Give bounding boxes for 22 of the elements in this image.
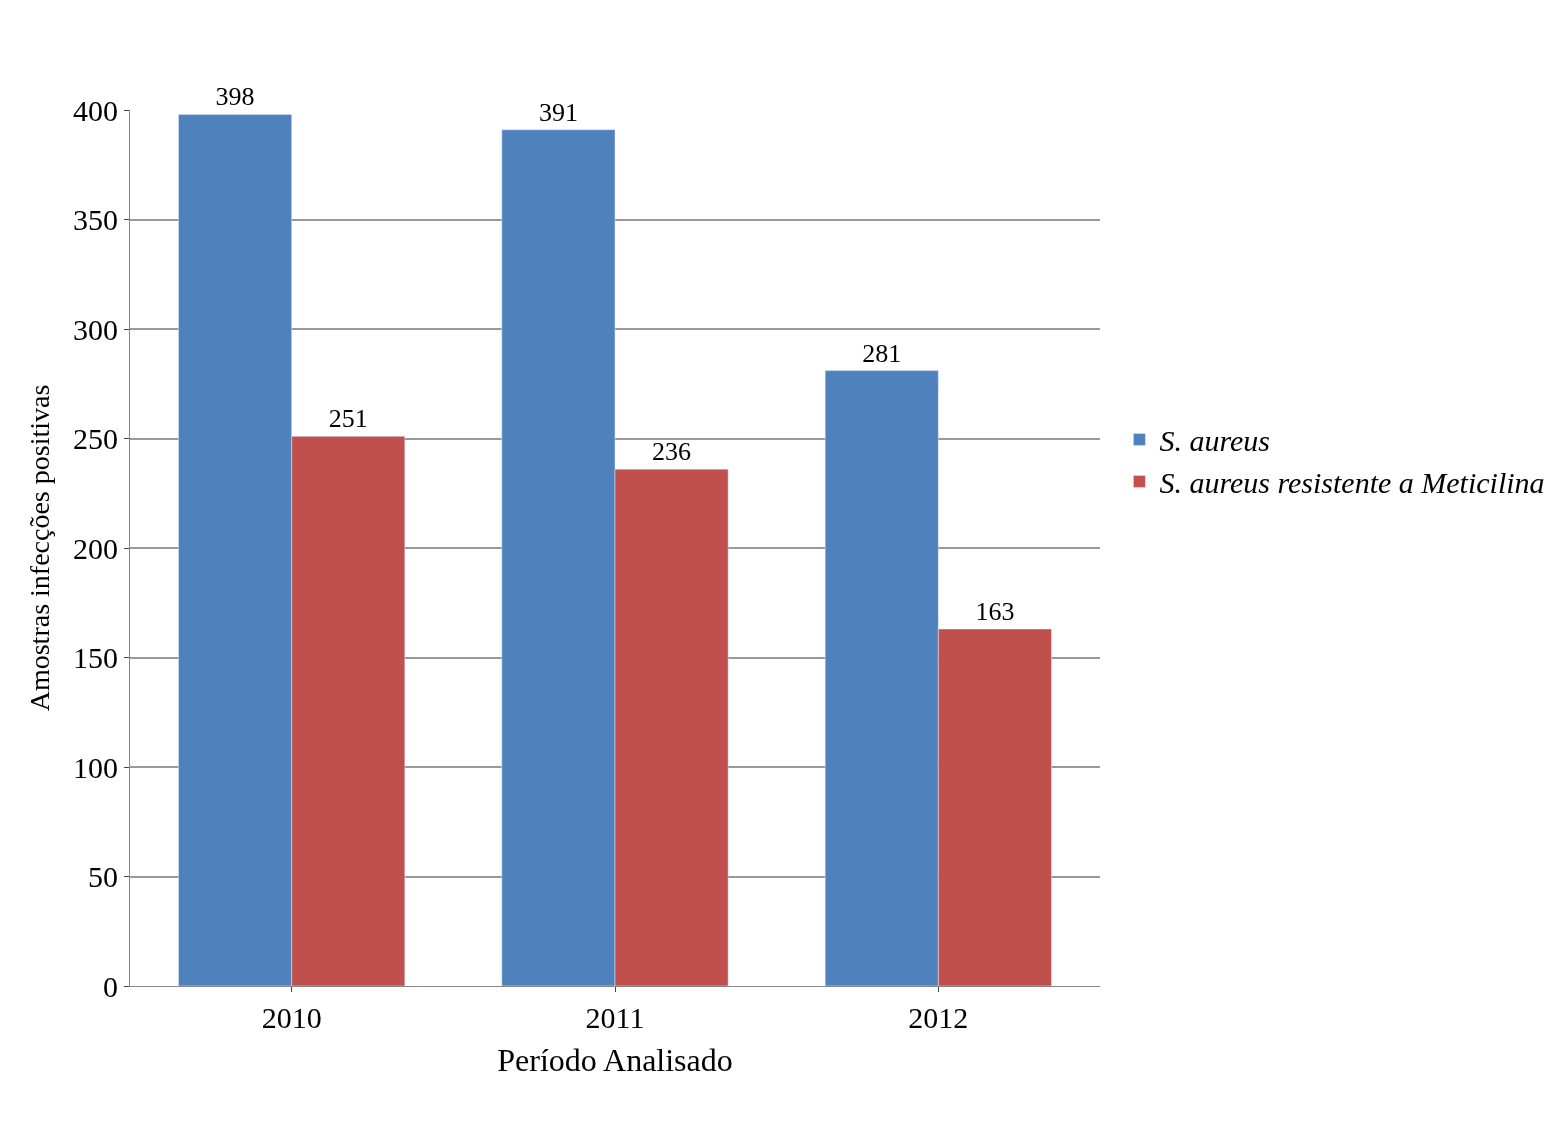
data-label: 281 xyxy=(862,338,902,368)
y-tick-label: 250 xyxy=(73,422,118,455)
data-label: 236 xyxy=(652,437,692,467)
data-label: 163 xyxy=(975,597,1015,627)
data-label: 251 xyxy=(328,404,368,434)
y-tick-label: 400 xyxy=(73,93,118,127)
data-label: 398 xyxy=(215,82,255,112)
y-tick-label: 0 xyxy=(103,969,118,1003)
x-tick-label: 2012 xyxy=(908,1001,969,1034)
y-axis-title: Amostras infecções positivas xyxy=(23,384,55,712)
y-tick-label: 350 xyxy=(73,203,118,236)
x-tick-label: 2010 xyxy=(261,1001,322,1034)
y-tick-label: 50 xyxy=(88,860,118,893)
x-tick-label: 2011 xyxy=(585,1001,645,1034)
x-axis-title: Período Analisado xyxy=(497,1041,733,1078)
data-label: 391 xyxy=(538,97,578,127)
y-tick-label: 100 xyxy=(73,750,118,784)
y-tick-label: 150 xyxy=(73,641,118,674)
legend-label: S. aureus xyxy=(1159,424,1270,458)
y-tick-label: 300 xyxy=(73,312,118,346)
y-tick-label: 200 xyxy=(73,531,118,565)
legend-label: S. aureus resistente a Meticilina xyxy=(1159,466,1545,500)
